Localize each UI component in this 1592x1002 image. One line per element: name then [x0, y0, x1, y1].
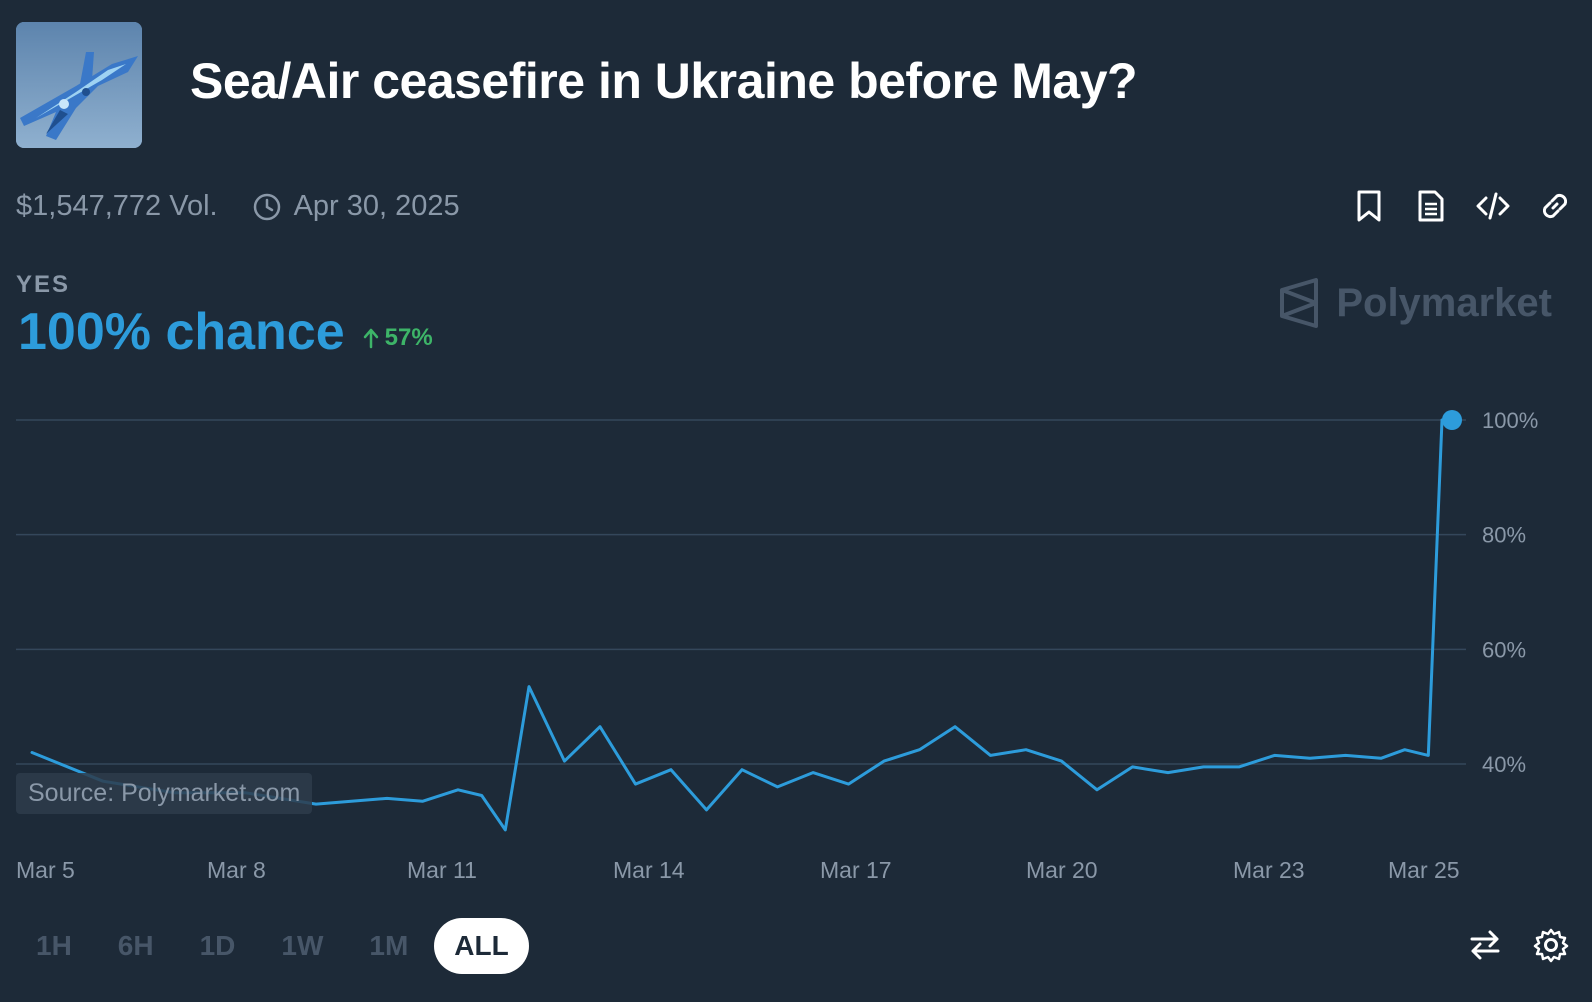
polymarket-watermark: Polymarket [1278, 278, 1552, 328]
embed-code-icon[interactable] [1476, 188, 1510, 224]
x-tick-label: Mar 23 [1233, 857, 1305, 883]
x-tick-label: Mar 8 [207, 857, 266, 883]
volume-text: $1,547,772 Vol. [16, 190, 218, 222]
polymarket-logo-icon [1280, 278, 1319, 328]
range-button-1h[interactable]: 1H [36, 930, 72, 961]
x-tick-label: Mar 20 [1026, 857, 1098, 883]
change-indicator: 57% [361, 324, 433, 352]
arrow-up-icon [363, 328, 378, 349]
x-tick-label: Mar 14 [613, 857, 685, 883]
y-tick-label: 40% [1482, 752, 1526, 777]
source-label: Source: Polymarket.com [16, 773, 313, 814]
last-point [1442, 410, 1462, 430]
x-tick-label: Mar 5 [16, 857, 75, 883]
range-button-1d[interactable]: 1D [199, 930, 236, 961]
end-date-text: Apr 30, 2025 [293, 190, 460, 222]
series-line [30, 418, 1454, 832]
market-title: Sea/Air ceasefire in Ukraine before May? [190, 53, 1138, 109]
range-button-1m[interactable]: 1M [369, 930, 409, 961]
market-actions [1352, 188, 1572, 224]
range-button-6h[interactable]: 6H [117, 930, 154, 961]
market-thumbnail [16, 22, 142, 148]
probability-chart: 40% 60% 80% 100% Mar 5 Mar 8 Mar 11 Mar 14 Mar … [16, 408, 1538, 883]
bookmark-icon[interactable] [1352, 188, 1386, 224]
market-meta: $1,547,772 Vol. Apr 30, 2025 [16, 190, 460, 223]
range-button-all[interactable]: ALL [434, 918, 529, 974]
document-icon[interactable] [1414, 188, 1448, 224]
x-tick-label: Mar 17 [820, 857, 892, 883]
gear-icon[interactable] [1532, 926, 1570, 964]
brand-name: Polymarket [1336, 280, 1552, 325]
x-tick-label: Mar 25 [1388, 857, 1460, 883]
outcome-label: YES [16, 271, 71, 298]
chart-controls [1466, 926, 1570, 964]
y-tick-label: 100% [1482, 408, 1538, 433]
x-tick-label: Mar 11 [407, 857, 477, 883]
link-icon[interactable] [1538, 188, 1572, 224]
chance-readout: 100% chance 57% [18, 302, 433, 362]
range-button-1w[interactable]: 1W [281, 930, 324, 961]
change-value: 57% [384, 324, 433, 351]
y-tick-label: 60% [1482, 637, 1526, 662]
clock-icon [252, 192, 282, 222]
time-range-selector: 1H 6H 1D 1W 1M ALL [16, 918, 535, 974]
swap-icon[interactable] [1466, 926, 1504, 964]
y-tick-label: 80% [1482, 523, 1526, 548]
chance-value: 100% chance [18, 303, 345, 361]
